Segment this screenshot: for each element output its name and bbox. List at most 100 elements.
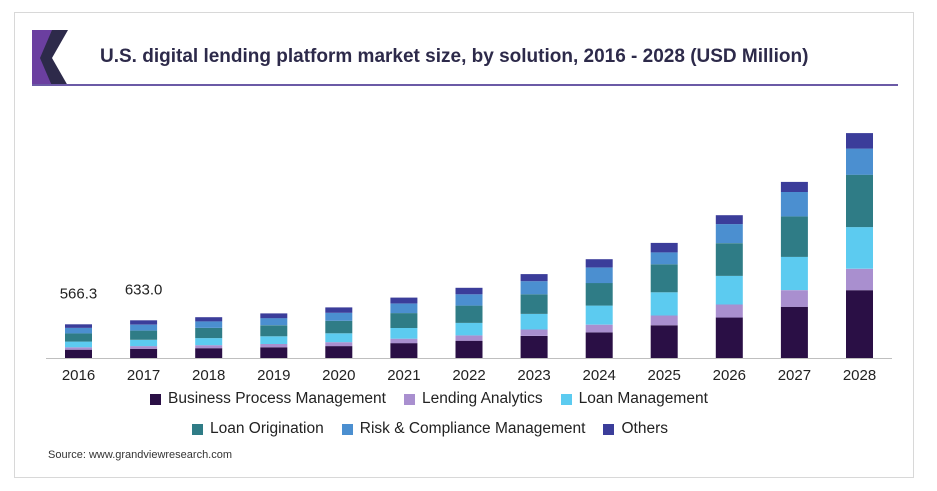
bar-segment-2028-0 [846,290,873,358]
bar-segment-2026-1 [715,304,743,318]
bar-segment-2022-4 [455,294,483,306]
bar-segment-2020-2 [325,333,353,343]
bar-segment-2023-2 [520,314,548,330]
bar-segment-2020-3 [325,320,353,334]
bar-segment-2019-1 [260,344,288,348]
legend-row-1: Business Process Management Lending Analy… [150,390,726,408]
legend-item: Loan Management [560,390,708,408]
x-tick-label: 2026 [713,367,746,384]
bar-segment-2025-1 [650,315,678,326]
x-tick-label: 2027 [778,367,811,384]
bar-segment-2027-0 [780,306,808,358]
legend-item: Business Process Management [150,390,386,408]
x-tick-label: 2024 [583,367,616,384]
legend-label: Loan Origination [210,420,324,437]
legend-label: Risk & Compliance Management [359,420,586,437]
legend-swatch [192,423,203,435]
bar-segment-2021-1 [390,338,418,344]
bar-segment-2025-0 [650,325,678,358]
bar-segment-2027-4 [780,192,808,217]
title-bar [32,30,902,86]
bar-segment-2024-3 [585,283,613,306]
bar-segment-2022-5 [455,287,483,295]
legend-swatch [560,393,572,405]
bar-segment-2022-1 [455,335,483,341]
bar-segment-2027-5 [780,181,808,192]
bar-segment-2019-2 [260,336,288,344]
bar-segment-2021-3 [390,313,418,328]
bar-segment-2019-4 [260,318,288,326]
bar-segment-2016-1 [65,347,92,350]
legend-label: Lending Analytics [421,390,543,407]
bar-segment-2026-5 [715,215,743,225]
bar-segment-2028-4 [846,148,873,175]
legend-item: Others [603,420,668,438]
legend-swatch [150,393,161,405]
bar-segment-2018-5 [195,317,223,322]
x-tick-label: 2018 [192,367,225,384]
legend-label: Others [621,420,668,437]
x-tick-label: 2019 [257,367,290,384]
bar-segment-2021-4 [390,303,418,314]
bar-segment-2025-5 [650,242,678,253]
x-tick-label: 2021 [387,367,420,384]
x-tick-label: 2022 [452,367,485,384]
bar-segment-2026-3 [715,243,743,276]
bar-segment-2028-2 [846,227,873,269]
bar-segment-2020-4 [325,312,353,321]
bar-segment-2019-5 [260,313,288,319]
bar-segment-2024-5 [585,259,613,268]
title-rule [32,84,898,86]
bar-segment-2026-2 [715,275,743,305]
title-accent-logo [32,30,68,86]
x-tick-label: 2023 [517,367,550,384]
legend-swatch [341,423,353,435]
x-tick-label: 2017 [127,367,160,384]
legend-swatch [403,393,415,405]
legend-row-2: Loan Origination Risk & Compliance Manage… [192,420,686,438]
data-label-2016: 566.3 [60,285,98,302]
bar-segment-2023-0 [520,336,548,358]
x-tick-label: 2025 [648,367,681,384]
bar-segment-2023-3 [520,294,548,314]
legend-item: Lending Analytics [403,390,543,408]
bar-segment-2017-3 [130,330,158,340]
chart-frame [14,12,914,478]
bar-segment-2021-2 [390,328,418,339]
bar-segment-2018-3 [195,328,223,339]
bar-segment-2020-5 [325,307,353,313]
bar-segment-2017-5 [130,320,158,325]
bar-segment-2017-0 [130,348,158,358]
bar-segment-2024-2 [585,305,613,325]
bar-segment-2022-3 [455,305,483,323]
bar-segment-2022-2 [455,322,483,336]
bar-segment-2026-4 [715,224,743,244]
chart-title: U.S. digital lending platform market siz… [100,46,809,67]
bar-segment-2018-4 [195,321,223,328]
bar-segment-2025-2 [650,292,678,316]
legend-label: Loan Management [578,390,708,407]
legend-label: Business Process Management [168,390,386,407]
bar-segment-2016-3 [65,333,92,342]
bar-segment-2028-1 [846,268,873,291]
bar-segment-2025-3 [650,264,678,293]
x-tick-label: 2016 [62,367,95,384]
legend-swatch [603,423,615,435]
bar-segment-2025-4 [650,252,678,265]
bar-segment-2016-4 [65,328,92,334]
bar-segment-2024-0 [585,332,613,358]
bar-segment-2024-4 [585,267,613,284]
bar-segment-2027-3 [780,216,808,257]
bar-segment-2021-0 [390,343,418,358]
bar-segment-2023-5 [520,274,548,282]
bar-segment-2023-4 [520,281,548,295]
legend-item: Risk & Compliance Management [341,420,586,438]
data-label-2017: 633.0 [125,281,163,298]
bar-segment-2018-1 [195,345,223,349]
bar-segment-2027-2 [780,256,808,291]
bar-segment-2021-5 [390,297,418,304]
bar-segment-2018-2 [195,338,223,346]
x-tick-label: 2020 [322,367,355,384]
bar-segment-2016-0 [65,349,92,358]
bar-segment-2019-3 [260,325,288,337]
